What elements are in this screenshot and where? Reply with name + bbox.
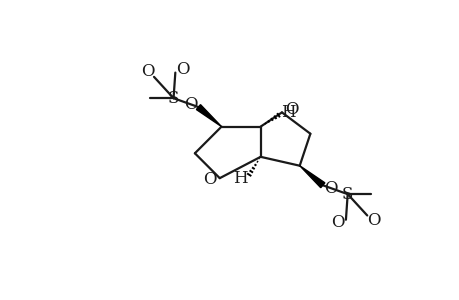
Text: O: O (176, 61, 190, 78)
Text: O: O (366, 212, 380, 229)
Text: O: O (323, 180, 336, 196)
Polygon shape (299, 166, 324, 188)
Text: H: H (233, 170, 247, 187)
Polygon shape (196, 105, 221, 127)
Text: S: S (168, 90, 179, 107)
Text: O: O (140, 63, 154, 80)
Text: S: S (341, 186, 353, 202)
Text: O: O (202, 171, 216, 188)
Text: O: O (285, 101, 298, 118)
Text: H: H (280, 104, 295, 121)
Text: O: O (330, 214, 344, 231)
Text: O: O (184, 96, 197, 113)
